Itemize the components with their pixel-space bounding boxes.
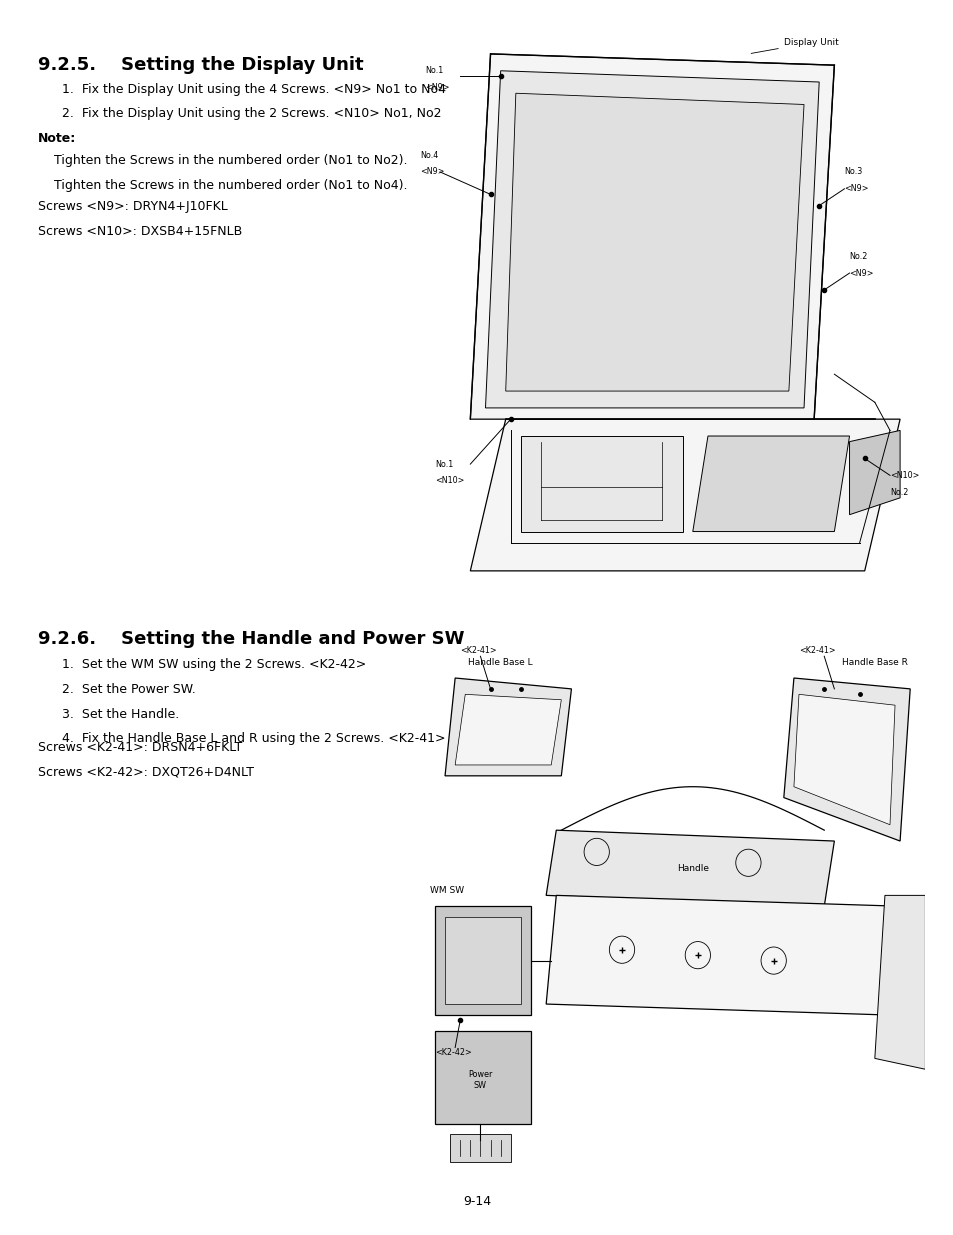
Text: 1.  Fix the Display Unit using the 4 Screws. <N9> No1 to No4: 1. Fix the Display Unit using the 4 Scre… [62, 83, 446, 96]
Text: WM SW: WM SW [430, 887, 463, 895]
Text: <N9>: <N9> [848, 268, 873, 278]
Polygon shape [545, 895, 900, 1015]
Text: Screws <K2-42>: DXQT26+D4NLT: Screws <K2-42>: DXQT26+D4NLT [38, 766, 253, 779]
Text: 9.2.5.    Setting the Display Unit: 9.2.5. Setting the Display Unit [38, 56, 363, 74]
Text: No.1: No.1 [424, 67, 442, 75]
Text: No.4: No.4 [419, 151, 437, 159]
Polygon shape [444, 678, 571, 776]
Polygon shape [485, 70, 819, 408]
Text: No.3: No.3 [843, 168, 862, 177]
Polygon shape [435, 1031, 531, 1124]
Text: No.1: No.1 [435, 459, 453, 468]
Text: Handle Base L: Handle Base L [468, 658, 533, 667]
Text: 2.  Set the Power SW.: 2. Set the Power SW. [62, 683, 195, 697]
Polygon shape [435, 906, 531, 1015]
Text: <K2-41>: <K2-41> [798, 646, 835, 656]
Text: <N9>: <N9> [843, 184, 868, 193]
Text: <K2-42>: <K2-42> [435, 1049, 471, 1057]
Polygon shape [470, 419, 900, 571]
Text: Screws <N10>: DXSB4+15FNLB: Screws <N10>: DXSB4+15FNLB [38, 225, 242, 238]
Text: Handle Base R: Handle Base R [841, 658, 907, 667]
Polygon shape [520, 436, 682, 531]
Text: <N10>: <N10> [889, 471, 919, 480]
Text: Tighten the Screws in the numbered order (No1 to No2).: Tighten the Screws in the numbered order… [38, 154, 407, 168]
Polygon shape [545, 830, 834, 906]
Text: 4.  Fix the Handle Base L and R using the 2 Screws. <K2-41>: 4. Fix the Handle Base L and R using the… [62, 732, 445, 746]
Text: Screws <N9>: DRYN4+J10FKL: Screws <N9>: DRYN4+J10FKL [38, 200, 228, 214]
Text: <N9>: <N9> [419, 168, 444, 177]
Polygon shape [444, 918, 520, 1004]
Text: <K2-41>: <K2-41> [459, 646, 497, 656]
Text: <N10>: <N10> [435, 477, 464, 485]
Polygon shape [848, 431, 900, 515]
Polygon shape [793, 694, 894, 825]
Text: No.2: No.2 [889, 488, 907, 496]
Text: <N9>: <N9> [424, 83, 449, 93]
Polygon shape [455, 694, 560, 764]
Text: 9-14: 9-14 [462, 1194, 491, 1208]
Text: No.2: No.2 [848, 252, 867, 261]
Text: 3.  Set the Handle.: 3. Set the Handle. [62, 708, 179, 721]
Text: Screws <K2-41>: DRSN4+6FKLT: Screws <K2-41>: DRSN4+6FKLT [38, 741, 242, 755]
Text: Power
SW: Power SW [468, 1071, 492, 1089]
Text: 9.2.6.    Setting the Handle and Power SW: 9.2.6. Setting the Handle and Power SW [38, 630, 464, 648]
Text: 2.  Fix the Display Unit using the 2 Screws. <N10> No1, No2: 2. Fix the Display Unit using the 2 Scre… [62, 107, 441, 121]
Text: Handle: Handle [676, 863, 708, 873]
Polygon shape [874, 895, 924, 1070]
Text: Note:: Note: [38, 132, 76, 146]
Polygon shape [692, 436, 848, 531]
Polygon shape [450, 1135, 510, 1162]
Polygon shape [783, 678, 909, 841]
Text: Tighten the Screws in the numbered order (No1 to No4).: Tighten the Screws in the numbered order… [38, 179, 407, 193]
Polygon shape [470, 54, 834, 419]
Text: 1.  Set the WM SW using the 2 Screws. <K2-42>: 1. Set the WM SW using the 2 Screws. <K2… [62, 658, 366, 672]
Text: Display Unit: Display Unit [750, 38, 838, 53]
Polygon shape [505, 93, 803, 391]
